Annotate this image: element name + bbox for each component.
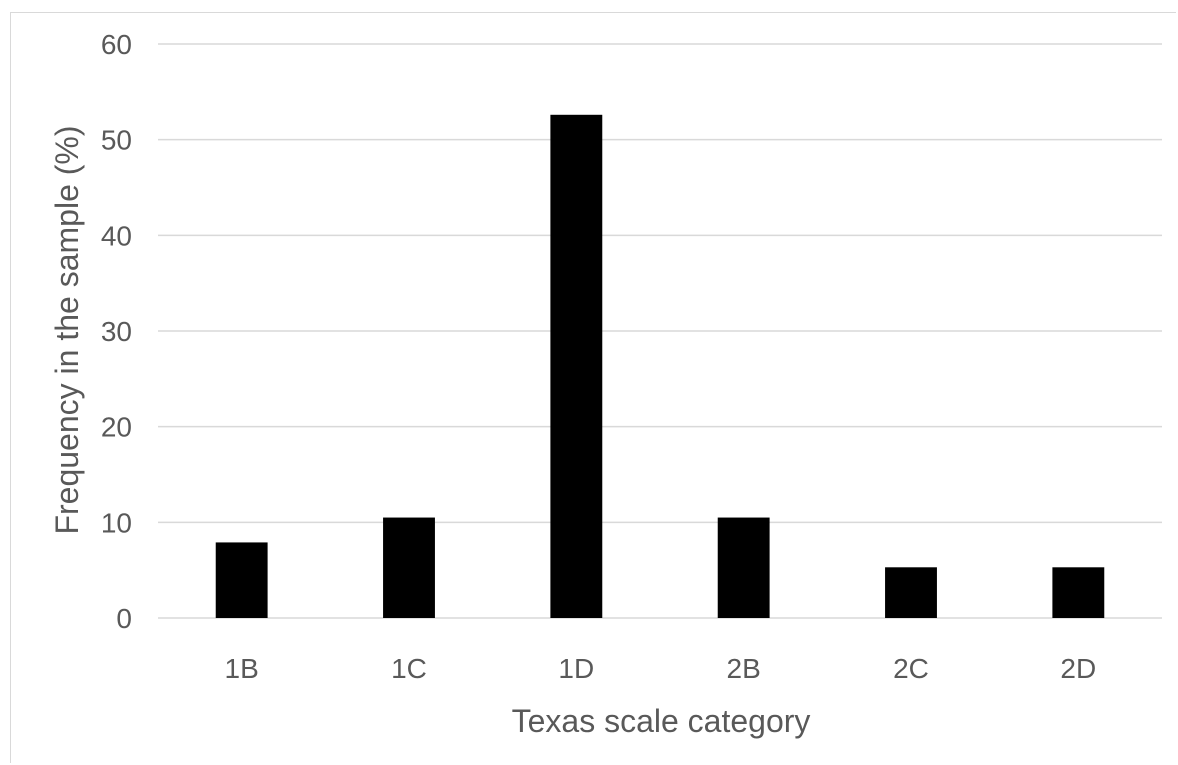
x-axis-title: Texas scale category [512,703,811,739]
x-tick-label: 2D [1060,653,1096,684]
x-tick-label: 2C [893,653,929,684]
x-tick-labels: 1B 1C 1D 2B 2C 2D [225,653,1097,684]
gridlines [158,43,1162,619]
x-tick-label: 1B [225,653,259,684]
bar-1B [215,542,268,618]
bar-1C [383,517,435,618]
y-tick-label: 40 [101,220,132,251]
x-tick-label: 2B [727,653,761,684]
bar-2C [885,567,937,618]
bar-2D [1052,567,1105,618]
y-tick-labels: 0 10 20 30 40 50 60 [101,29,132,634]
y-tick-label: 60 [101,29,132,60]
y-tick-label: 30 [101,316,132,347]
x-tick-label: 1C [391,653,427,684]
y-tick-label: 50 [101,125,132,156]
bar-2B [717,517,770,618]
y-axis-title: Frequency in the sample (%) [49,125,85,534]
y-tick-label: 0 [116,603,132,634]
y-tick-label: 10 [101,507,132,538]
bars [215,114,1105,618]
chart-frame [10,12,1176,763]
y-tick-label: 20 [101,412,132,443]
x-tick-label: 1D [558,653,594,684]
bar-1D [550,114,603,618]
